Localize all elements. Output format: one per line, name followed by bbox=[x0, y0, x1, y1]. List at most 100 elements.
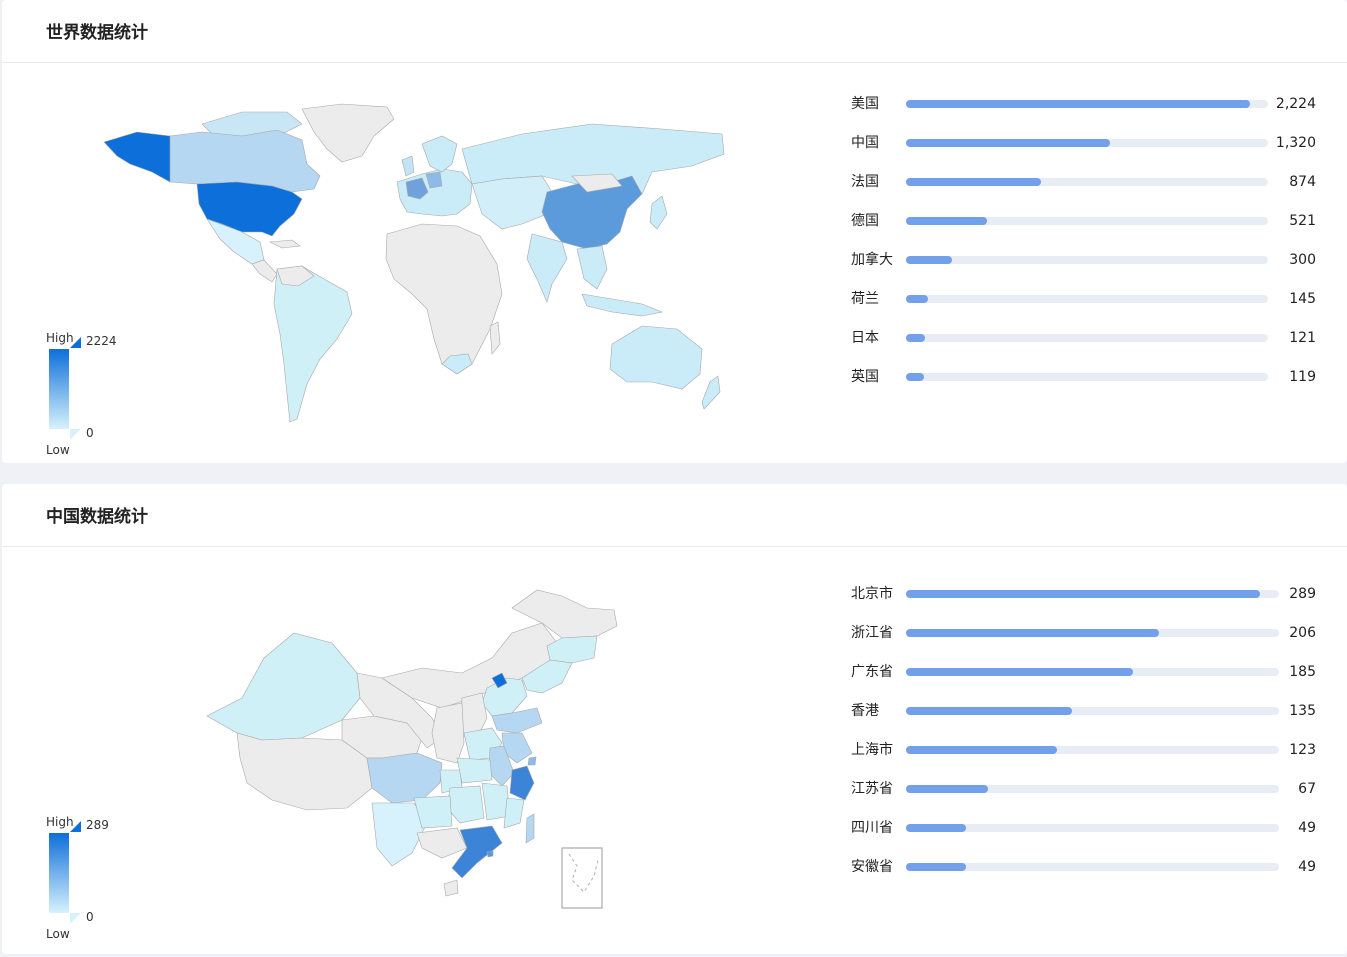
ranking-row: 法国 874 bbox=[851, 172, 1316, 211]
ranking-row: 加拿大 300 bbox=[851, 250, 1316, 289]
legend-high-handle[interactable] bbox=[70, 821, 81, 832]
ranking-name: 上海市 bbox=[851, 742, 893, 758]
ranking-value: 145 bbox=[1289, 291, 1316, 307]
map-region-indonesia[interactable] bbox=[581, 293, 664, 317]
ranking-row: 江苏省 67 bbox=[851, 779, 1316, 818]
ranking-row: 安徽省 49 bbox=[851, 857, 1316, 896]
map-region-hubei[interactable] bbox=[456, 757, 493, 784]
map-region-central-america[interactable] bbox=[251, 259, 278, 283]
map-region-hainan[interactable] bbox=[443, 879, 459, 897]
china-stats-card: 中国数据统计 bbox=[2, 484, 1347, 954]
world-map-svg[interactable] bbox=[2, 64, 822, 463]
map-region-guangxi[interactable] bbox=[416, 827, 468, 859]
ranking-row: 广东省 185 bbox=[851, 662, 1316, 701]
map-region-guizhou[interactable] bbox=[413, 795, 453, 829]
ranking-bar-fill bbox=[906, 668, 1133, 676]
map-region-caribbean[interactable] bbox=[268, 239, 301, 249]
legend-low-label: Low bbox=[46, 443, 70, 457]
legend-high-label: High bbox=[46, 815, 74, 829]
map-region-uk[interactable] bbox=[401, 155, 415, 177]
ranking-value: 121 bbox=[1289, 330, 1316, 346]
ranking-bar-track bbox=[906, 295, 1268, 303]
map-region-shaanxi[interactable] bbox=[431, 702, 465, 764]
map-region-shandong[interactable] bbox=[491, 707, 543, 734]
china-map-svg[interactable] bbox=[2, 548, 822, 948]
nine-dash-line bbox=[568, 853, 599, 893]
map-region-japan[interactable] bbox=[649, 195, 668, 230]
map-region-south-america[interactable] bbox=[273, 265, 353, 423]
legend-high-handle[interactable] bbox=[70, 337, 81, 348]
map-region-madagascar[interactable] bbox=[489, 321, 501, 355]
world-visual-map-legend: High 2224 0 Low bbox=[46, 331, 126, 461]
map-region-alaska[interactable] bbox=[103, 131, 171, 183]
map-region-greenland[interactable] bbox=[301, 103, 395, 163]
legend-gradient-bar[interactable] bbox=[49, 349, 69, 429]
map-region-xinjiang[interactable] bbox=[206, 632, 361, 741]
ranking-bar-fill bbox=[906, 590, 1260, 598]
ranking-name: 安徽省 bbox=[851, 859, 893, 875]
map-region-sichuan[interactable] bbox=[366, 752, 443, 804]
map-region-yunnan[interactable] bbox=[371, 802, 428, 867]
map-region-inner-mongolia[interactable] bbox=[381, 622, 558, 709]
ranking-bar-fill bbox=[906, 217, 987, 225]
ranking-value: 206 bbox=[1289, 625, 1316, 641]
ranking-name: 日本 bbox=[851, 330, 879, 346]
map-region-beijing[interactable] bbox=[491, 672, 508, 689]
ranking-row: 北京市 289 bbox=[851, 584, 1316, 623]
china-card-header: 中国数据统计 bbox=[2, 484, 1347, 547]
map-region-africa[interactable] bbox=[385, 223, 503, 375]
map-region-hunan[interactable] bbox=[446, 785, 485, 824]
china-ranking-list: 北京市 289 浙江省 206 广东省 185 香港 135 上海市 123 江苏省 67 四川省 49 安… bbox=[851, 584, 1316, 896]
map-region-guangdong[interactable] bbox=[451, 825, 503, 879]
ranking-row: 四川省 49 bbox=[851, 818, 1316, 857]
map-region-india[interactable] bbox=[526, 233, 568, 303]
map-region-south-africa[interactable] bbox=[441, 353, 473, 375]
world-stats-card: 世界数据统计 bbox=[2, 0, 1347, 463]
ranking-name: 北京市 bbox=[851, 586, 893, 602]
china-map[interactable]: High 289 0 Low bbox=[2, 548, 822, 948]
map-region-hongkong[interactable] bbox=[486, 850, 494, 858]
map-region-germany[interactable] bbox=[425, 171, 443, 189]
map-region-new-zealand[interactable] bbox=[701, 375, 721, 410]
world-ranking-list: 美国 2,224 中国 1,320 法国 874 德国 521 加拿大 300 荷兰 145 日本 121… bbox=[851, 94, 1316, 406]
ranking-name: 中国 bbox=[851, 135, 879, 151]
ranking-row: 荷兰 145 bbox=[851, 289, 1316, 328]
ranking-value: 49 bbox=[1298, 859, 1316, 875]
ranking-name: 加拿大 bbox=[851, 252, 893, 268]
south-china-sea-inset bbox=[561, 847, 603, 909]
ranking-value: 135 bbox=[1289, 703, 1316, 719]
map-region-liaoning[interactable] bbox=[521, 659, 573, 694]
map-region-france[interactable] bbox=[405, 177, 429, 200]
ranking-bar-track bbox=[906, 373, 1268, 381]
ranking-bar-fill bbox=[906, 295, 928, 303]
map-region-tibet[interactable] bbox=[236, 732, 373, 811]
map-region-australia[interactable] bbox=[609, 325, 703, 390]
map-region-north-south-america[interactable] bbox=[276, 265, 315, 287]
ranking-bar-track bbox=[906, 590, 1279, 598]
map-region-shanghai[interactable] bbox=[527, 756, 537, 766]
map-region-scandinavia[interactable] bbox=[421, 135, 458, 173]
legend-min-value: 0 bbox=[86, 426, 94, 440]
map-region-fujian[interactable] bbox=[503, 797, 525, 829]
ranking-bar-fill bbox=[906, 707, 1072, 715]
map-region-arctic-islands[interactable] bbox=[201, 111, 303, 137]
ranking-bar-track bbox=[906, 256, 1268, 264]
world-map[interactable]: High 2224 0 Low bbox=[2, 64, 822, 463]
legend-low-handle[interactable] bbox=[70, 429, 81, 440]
china-visual-map-legend: High 289 0 Low bbox=[46, 815, 126, 945]
legend-gradient-bar[interactable] bbox=[49, 833, 69, 913]
ranking-bar-fill bbox=[906, 100, 1250, 108]
ranking-value: 49 bbox=[1298, 820, 1316, 836]
map-region-taiwan[interactable] bbox=[525, 813, 535, 844]
map-region-central-asia[interactable] bbox=[471, 175, 553, 230]
ranking-name: 浙江省 bbox=[851, 625, 893, 641]
ranking-row: 日本 121 bbox=[851, 328, 1316, 367]
world-card-header: 世界数据统计 bbox=[2, 0, 1347, 63]
map-region-southeast-asia[interactable] bbox=[576, 245, 608, 290]
map-region-mongolia[interactable] bbox=[571, 173, 623, 193]
map-region-zhejiang[interactable] bbox=[509, 765, 535, 801]
ranking-value: 185 bbox=[1289, 664, 1316, 680]
legend-low-handle[interactable] bbox=[70, 913, 81, 924]
ranking-name: 四川省 bbox=[851, 820, 893, 836]
map-region-heilongjiang[interactable] bbox=[511, 589, 618, 639]
